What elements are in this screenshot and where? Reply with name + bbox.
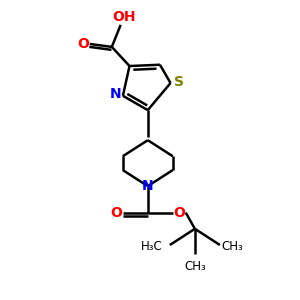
Text: N: N xyxy=(110,87,122,101)
Text: N: N xyxy=(142,179,154,193)
Text: OH: OH xyxy=(112,11,135,25)
Text: O: O xyxy=(173,206,185,220)
Text: CH₃: CH₃ xyxy=(184,260,206,273)
Text: H₃C: H₃C xyxy=(141,240,163,253)
Text: S: S xyxy=(174,75,184,88)
Text: O: O xyxy=(110,206,122,220)
Text: O: O xyxy=(77,37,89,51)
Text: CH₃: CH₃ xyxy=(221,240,243,253)
